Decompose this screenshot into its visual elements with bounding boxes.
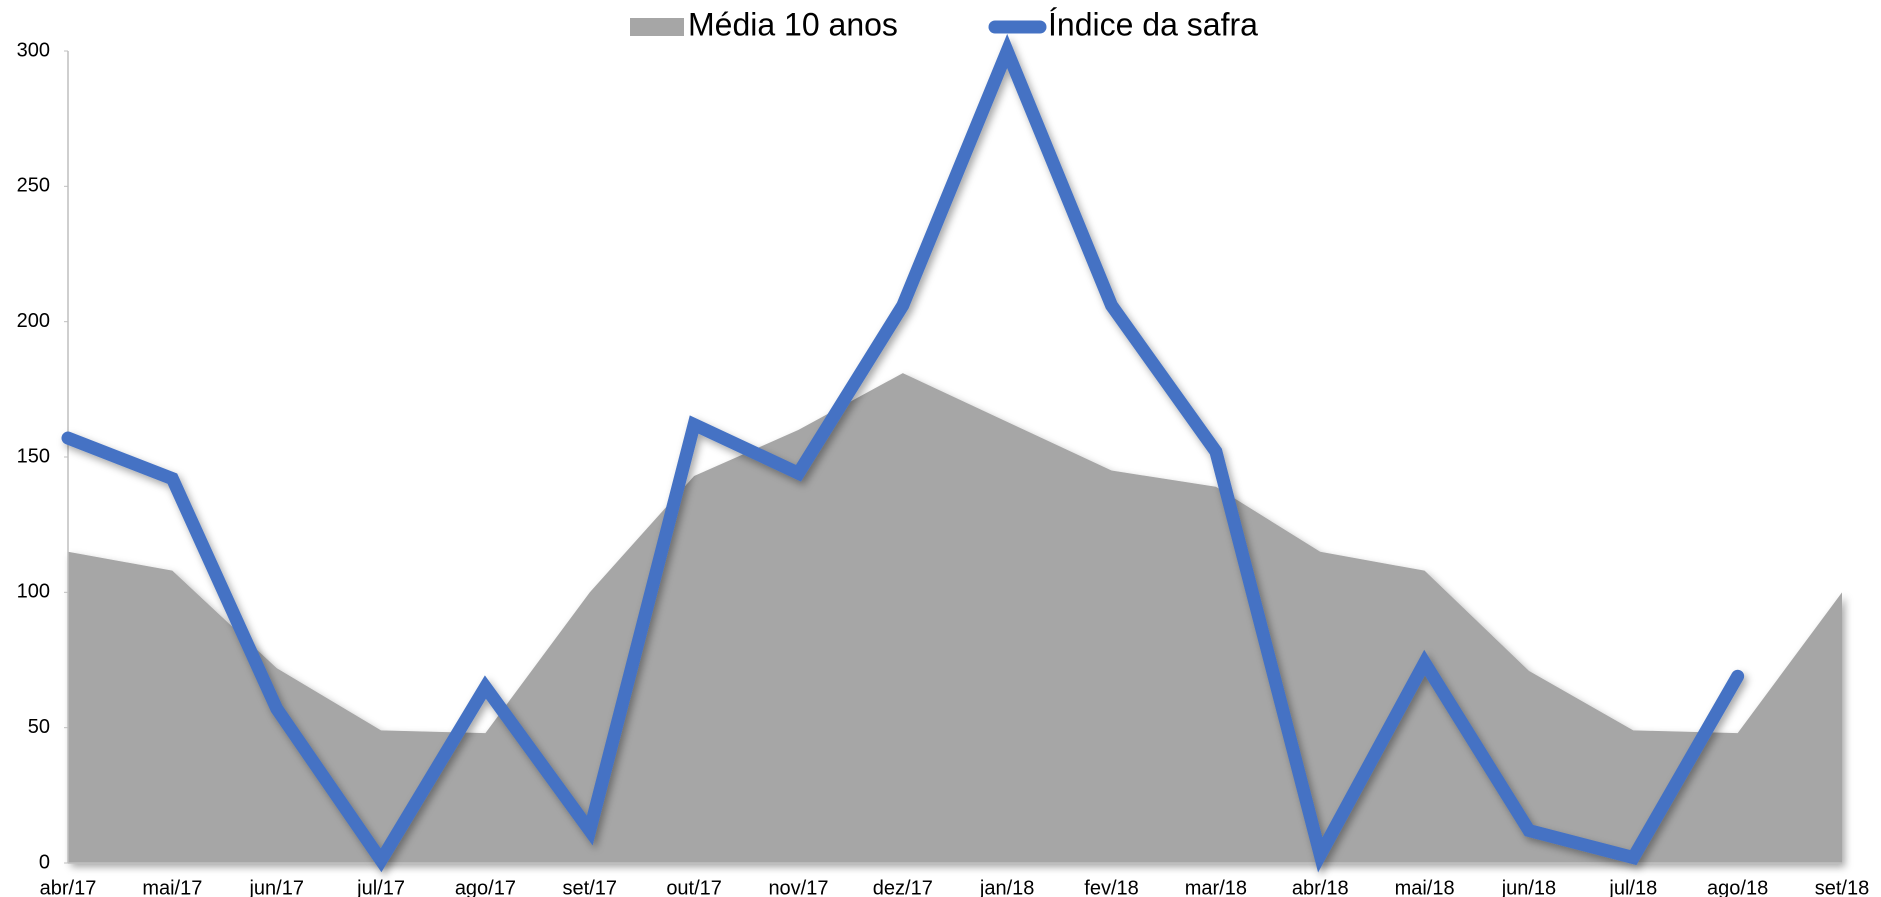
x-tick-label: abr/17 (40, 877, 97, 897)
line (61, 33, 1745, 873)
y-tick-label: 200 (17, 310, 50, 332)
y-tick-label: 250 (17, 175, 50, 197)
x-tick-label: set/17 (563, 877, 617, 897)
x-tick-label: jun/17 (248, 877, 304, 897)
y-tick-label: 100 (17, 581, 50, 603)
y-tick-label: 150 (17, 445, 50, 467)
x-tick-label: jul/18 (1608, 877, 1657, 897)
x-tick-label: mai/18 (1395, 877, 1455, 897)
legend-label: Média 10 anos (688, 6, 898, 42)
x-tick-label: fev/18 (1084, 877, 1138, 897)
x-tick-label: abr/18 (1292, 877, 1349, 897)
x-tick-label: jan/18 (979, 877, 1035, 897)
y-tick-label: 50 (28, 716, 50, 738)
x-tick-label: set/18 (1815, 877, 1869, 897)
area (68, 373, 1842, 863)
x-tick-label: mar/18 (1185, 877, 1247, 897)
x-tick-label: mai/17 (142, 877, 202, 897)
legend-swatch (630, 18, 684, 36)
x-tick-label: jul/17 (356, 877, 405, 897)
x-tick-label: ago/18 (1707, 877, 1768, 897)
x-tick-label: jun/18 (1501, 877, 1557, 897)
x-tick-label: out/17 (666, 877, 722, 897)
x-tick-label: ago/17 (455, 877, 516, 897)
x-tick-label: dez/17 (873, 877, 933, 897)
y-tick-label: 0 (39, 851, 50, 873)
x-tick-label: nov/17 (768, 877, 828, 897)
y-tick-label: 300 (17, 39, 50, 61)
legend-label: Índice da safra (1048, 6, 1258, 42)
